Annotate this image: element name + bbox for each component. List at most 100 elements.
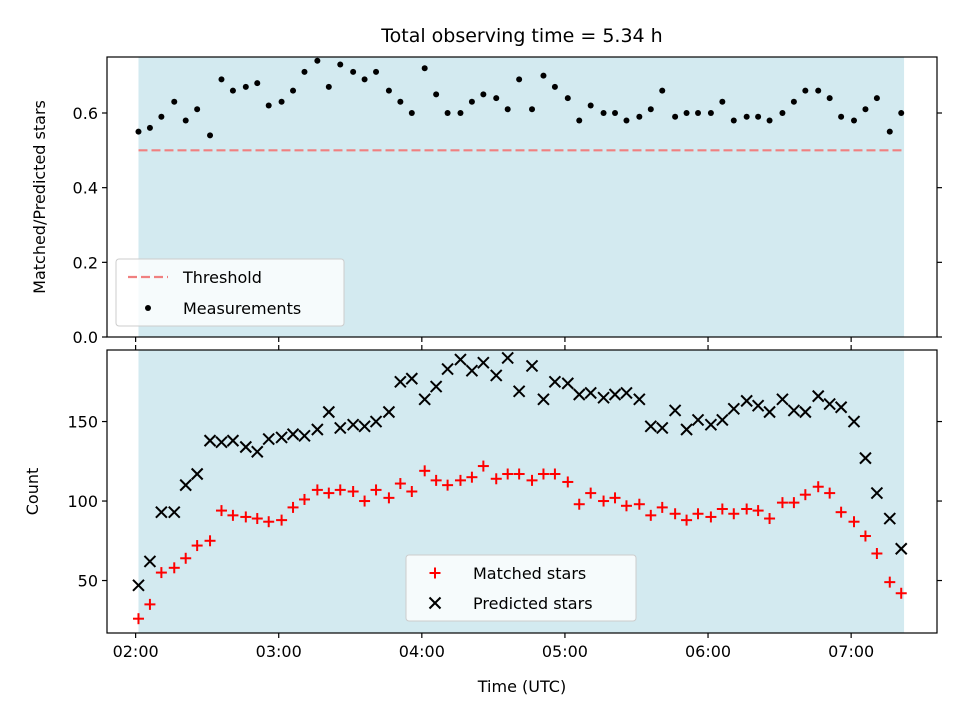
matched-star-point [311, 484, 323, 496]
predicted-star-point [465, 364, 479, 377]
matched-star-point [549, 468, 561, 480]
measurement-point [707, 110, 714, 116]
predicted-star-point [859, 451, 872, 465]
predicted-star-point [620, 386, 633, 400]
measurement-point [480, 91, 487, 98]
matched-star-point [812, 481, 824, 493]
matched-star-point [191, 540, 203, 552]
measurement-point [672, 113, 679, 120]
x-tick-label: 03:00 [256, 642, 302, 661]
measurement-point [493, 95, 500, 102]
predicted-star-point [334, 421, 347, 435]
matched-star-point [442, 479, 454, 491]
measurement-point [301, 68, 308, 75]
x-tick-label: 05:00 [542, 642, 588, 661]
x-tick-label: 02:00 [113, 642, 159, 661]
measurement-point [325, 83, 332, 90]
matched-star-point [752, 505, 764, 517]
matched-star-point [430, 474, 442, 486]
predicted-star-point [512, 385, 526, 398]
bottom-y-axis-label: Count [23, 468, 42, 516]
measurement-point [719, 98, 726, 105]
measurement-point [730, 117, 737, 124]
bottom-axis-ticks: 02:00 03:00 04:00 05:00 06:00 07:00 50 100 150 [67, 345, 942, 661]
x-tick-label: 07:00 [828, 642, 874, 661]
top-legend-box [115, 258, 345, 327]
predicted-star-point [369, 415, 383, 428]
matched-star-point [132, 613, 144, 625]
measurement-point [218, 76, 225, 83]
predicted-star-point [633, 393, 646, 406]
matched-star-point [799, 489, 811, 501]
matched-star-point [884, 576, 896, 588]
predicted-star-point [454, 353, 467, 366]
predicted-star-point [644, 420, 658, 433]
matched-star-point [454, 474, 466, 486]
matched-star-point [573, 498, 585, 510]
y-tick-label: 50 [78, 572, 98, 591]
matched-star-point [728, 508, 740, 520]
matched-star-point [144, 598, 156, 610]
matched-star-point [776, 497, 788, 509]
measurement-point [229, 87, 236, 94]
matched-star-point [383, 492, 395, 504]
measurement-point [636, 113, 643, 120]
matched-star-point [585, 487, 597, 499]
measurement-point [898, 110, 905, 116]
predicted-star-point [870, 486, 884, 500]
predicted-star-point [776, 393, 789, 406]
predicted-star-point [262, 432, 275, 446]
legend-matched-label: Matched stars [473, 564, 586, 583]
matched-star-point [263, 516, 275, 528]
y-tick-label: 0.0 [73, 328, 98, 347]
matched-star-point [204, 535, 216, 547]
legend-predicted-swatch [428, 596, 442, 610]
predicted-star-point [597, 391, 610, 404]
matched-star-point [513, 468, 525, 480]
predicted-star-point [525, 359, 539, 373]
bottom-panel: 02:00 03:00 04:00 05:00 06:00 07:00 50 100 150 T… [23, 345, 942, 696]
measurement-point [766, 117, 773, 124]
chart-title: Total observing time = 5.34 h [380, 25, 662, 47]
predicted-star-point [275, 431, 288, 444]
measurement-point [529, 106, 536, 113]
predicted-star-point [847, 415, 861, 428]
measurement-point [600, 110, 607, 116]
predicted-star-point [680, 423, 693, 436]
measurement-point [587, 102, 594, 109]
predicted-star-point [311, 423, 324, 436]
measurement-point [433, 91, 440, 98]
predicted-star-point [573, 388, 586, 401]
measurement-point [851, 117, 857, 124]
measurement-point [158, 113, 165, 120]
measurement-point [802, 87, 809, 94]
legend-matched-swatch [429, 567, 441, 579]
measurement-point [444, 110, 451, 116]
predicted-star-point [429, 380, 443, 393]
predicted-star-point [405, 372, 419, 385]
matched-star-point [227, 509, 239, 521]
measurement-point [873, 95, 880, 102]
measurement-point [408, 110, 415, 116]
measurement-point [290, 87, 297, 94]
measurement-point [695, 110, 702, 116]
matched-star-point [562, 476, 574, 488]
measurement-point [612, 110, 619, 116]
predicted-star-point [286, 428, 300, 441]
predicted-star-point [799, 405, 812, 419]
top-panel: 0.0 0.2 0.4 0.6 Total observing time = 5.34… [30, 25, 942, 347]
matched-star-point [251, 513, 263, 525]
predicted-star-point [727, 402, 741, 416]
legend-x-marker [428, 596, 442, 610]
matched-star-point [692, 508, 704, 520]
predicted-star-point [298, 429, 311, 443]
measurement-point [826, 95, 833, 102]
measurement-point [385, 87, 392, 94]
predicted-star-point [477, 356, 490, 369]
matched-star-point [716, 503, 728, 515]
measurements-series [135, 57, 905, 139]
measurement-point [421, 65, 428, 72]
matched-star-point [645, 509, 657, 521]
predicted-star-point [143, 555, 157, 568]
matched-star-point [620, 500, 632, 512]
